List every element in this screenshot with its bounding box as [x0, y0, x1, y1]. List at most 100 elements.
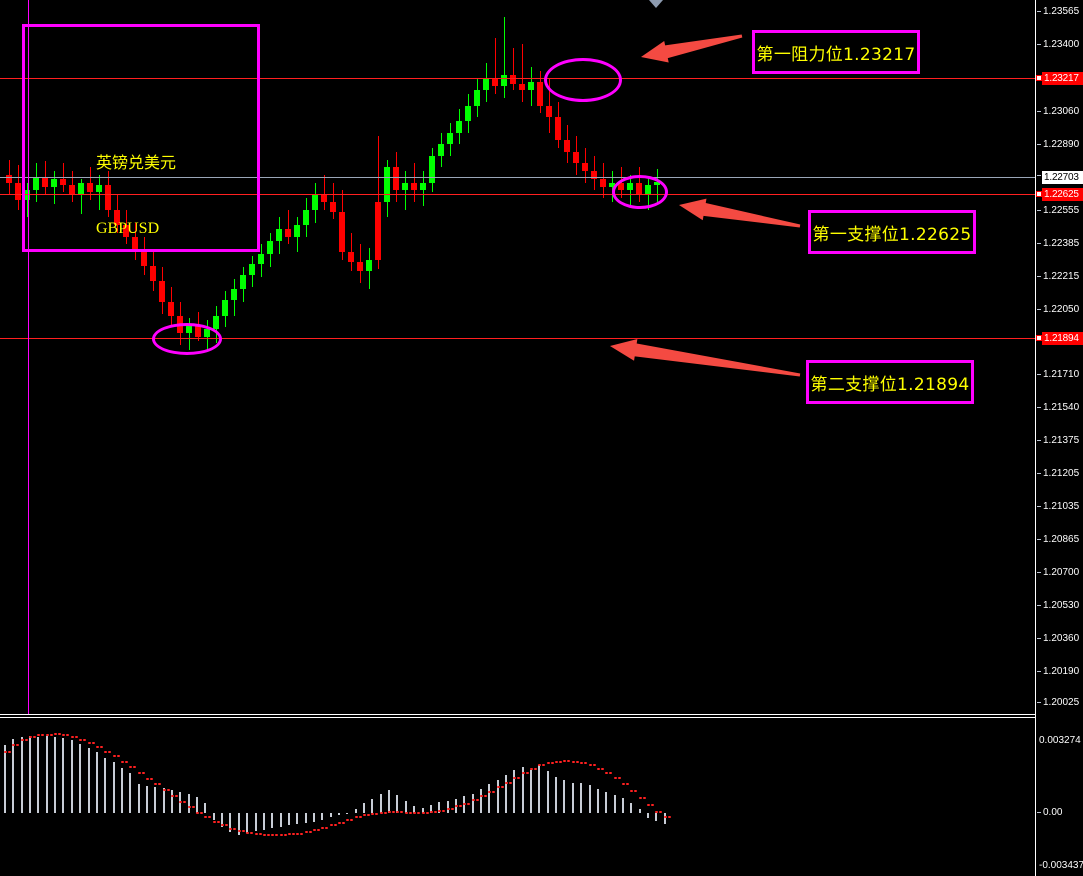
tick-label: 1.23060	[1043, 106, 1080, 117]
macd-signal-dot	[530, 767, 534, 770]
callout-support-1[interactable]: 第一支撑位1.22625	[808, 210, 976, 254]
macd-indicator-pane[interactable]	[0, 718, 1035, 876]
indicator-tick: -0.003437	[1036, 860, 1083, 872]
macd-histogram-bar	[171, 789, 173, 813]
resistance-1-line[interactable]	[0, 78, 1035, 79]
macd-signal-dot	[379, 811, 383, 814]
macd-histogram-bar	[571, 782, 574, 813]
price-tick: 1.21540	[1036, 402, 1083, 414]
tick-dash	[1037, 309, 1041, 310]
macd-signal-dot	[254, 833, 258, 836]
macd-signal-dot	[83, 739, 87, 742]
callout-support-2[interactable]: 第二支撑位1.21894	[806, 360, 974, 404]
macd-signal-dot	[454, 805, 458, 808]
macd-signal-dot	[304, 831, 308, 834]
tick-dash	[1037, 671, 1041, 672]
macd-signal-dot	[87, 742, 91, 745]
macd-signal-dot	[246, 832, 250, 835]
macd-histogram-bar	[296, 813, 299, 825]
tick-label: 1.22050	[1043, 304, 1080, 315]
tick-label: 1.21540	[1043, 402, 1080, 413]
resistance-1-chip[interactable]: 1.23217	[1042, 72, 1083, 85]
macd-histogram-bar	[413, 805, 416, 813]
price-tick: 1.22555	[1036, 205, 1083, 217]
tick-dash	[1037, 440, 1041, 441]
macd-signal-dot	[638, 797, 642, 800]
chip-handle[interactable]	[1036, 191, 1042, 197]
macd-signal-dot	[592, 764, 596, 767]
macd-signal-dot	[99, 746, 103, 749]
macd-histogram-bar	[37, 737, 40, 813]
macd-histogram-bar	[655, 813, 658, 821]
macd-signal-dot	[104, 750, 108, 753]
ellipse-resistance-touch[interactable]	[544, 58, 622, 102]
macd-signal-dot	[166, 789, 170, 792]
macd-signal-dot	[538, 764, 542, 767]
macd-signal-dot	[663, 816, 667, 819]
macd-histogram-bar	[346, 813, 349, 814]
macd-signal-dot	[471, 799, 475, 802]
tick-label: 1.21710	[1043, 369, 1080, 380]
tick-label: 1.22890	[1043, 139, 1080, 150]
macd-signal-dot	[605, 772, 609, 775]
macd-histogram-bar	[262, 813, 265, 830]
ellipse-swing-low[interactable]	[152, 323, 222, 355]
macd-signal-dot	[291, 833, 295, 836]
current-price-chip[interactable]: 1.22703	[1042, 171, 1083, 184]
macd-signal-dot	[659, 811, 663, 814]
tick-dash	[1037, 210, 1041, 211]
current-price-line[interactable]	[0, 177, 1035, 178]
macd-signal-dot	[584, 762, 588, 765]
macd-signal-dot	[120, 760, 124, 763]
macd-signal-dot	[467, 802, 471, 805]
price-tick: 1.22385	[1036, 238, 1083, 250]
macd-histogram-bar	[312, 813, 315, 823]
callout-resistance-1[interactable]: 第一阻力位1.23217	[752, 30, 920, 74]
macd-histogram-bar	[120, 767, 123, 813]
macd-signal-dot	[287, 833, 291, 836]
macd-signal-dot	[342, 821, 345, 824]
chip-handle[interactable]	[1036, 75, 1042, 81]
tick-dash	[1037, 407, 1041, 408]
macd-histogram-bar	[79, 744, 82, 813]
macd-histogram-bar	[187, 793, 190, 813]
macd-histogram-bar	[646, 813, 649, 818]
cursor-vertical-line[interactable]	[28, 0, 29, 714]
macd-histogram-bar	[379, 793, 382, 813]
macd-signal-dot	[333, 824, 337, 827]
ellipse-support-touch[interactable]	[612, 175, 668, 209]
macd-histogram-bar	[29, 735, 32, 813]
macd-histogram-bar	[95, 752, 98, 813]
macd-signal-dot	[667, 816, 671, 819]
macd-signal-dot	[621, 783, 625, 786]
support-2-chip[interactable]: 1.21894	[1042, 332, 1083, 345]
macd-signal-dot	[33, 736, 37, 739]
macd-histogram-bar	[555, 777, 558, 813]
support-2-line[interactable]	[0, 338, 1035, 339]
macd-signal-dot	[145, 777, 149, 780]
support-1-chip[interactable]: 1.22625	[1042, 188, 1083, 201]
price-pane[interactable]: 英镑兑美元 GBPUSD 第一阻力位1.23217 第一支撑位1.22625 第二支…	[0, 0, 1035, 714]
tick-dash	[1037, 276, 1041, 277]
pane-divider	[0, 714, 1035, 715]
macd-signal-dot	[258, 833, 262, 836]
price-tick: 1.23565	[1036, 6, 1083, 18]
tick-dash	[1037, 374, 1041, 375]
macd-signal-dot	[433, 811, 437, 814]
symbol-highlight-rectangle[interactable]	[22, 24, 260, 252]
macd-signal-dot	[463, 802, 467, 805]
price-tick: 1.23400	[1036, 39, 1083, 51]
macd-signal-dot	[12, 743, 16, 746]
macd-signal-dot	[655, 811, 659, 814]
support-1-line[interactable]	[0, 194, 1035, 195]
price-scale-axis[interactable]: 1.235651.234001.230601.228901.227351.225…	[1035, 0, 1083, 876]
macd-histogram-bar	[429, 804, 432, 813]
macd-signal-dot	[513, 776, 517, 779]
macd-histogram-bar	[513, 770, 516, 813]
macd-signal-dot	[70, 736, 74, 739]
macd-histogram-bar	[212, 813, 215, 821]
macd-signal-dot	[20, 738, 24, 741]
macd-signal-dot	[95, 746, 99, 749]
chip-handle[interactable]	[1036, 335, 1042, 341]
macd-signal-dot	[196, 811, 200, 814]
